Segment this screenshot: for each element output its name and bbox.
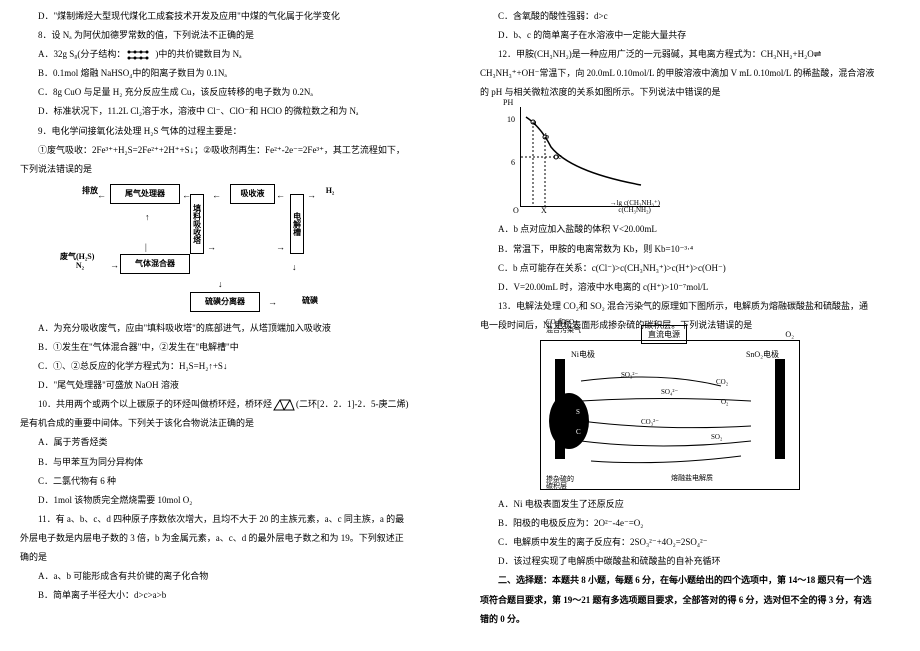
q10: 10．共用两个或两个以上碳原子的环烃叫做桥环烃，桥环烃(二环[2．2．1]-2．… <box>20 396 440 413</box>
q11: 11．有 a、b、c、d 四种原子序数依次增大，且均不大于 20 的主族元素，a… <box>20 511 440 528</box>
option-d: D．"煤制烯烃大型现代煤化工成套技术开发及应用"中煤的气化属于化学变化 <box>20 8 440 25</box>
q8-d: D．标准状况下，11.2L Cl₂溶于水，溶液中 Cl⁻、ClO⁻和 HClO … <box>20 103 440 120</box>
section2-h3: 错的 0 分。 <box>480 611 900 628</box>
q11-b: B．简单离子半径大小：d>c>a>b <box>20 587 440 604</box>
s8-icon <box>125 49 155 61</box>
q13-b: B．阳极的电极反应为：2O²⁻-4e⁻=O₂ <box>480 515 900 532</box>
q9-text: 下列说法错误的是 <box>20 161 440 178</box>
q13-c: C．电解质中发生的离子反应有：2SO₃²⁻+4O₂=2SO₄²⁻ <box>480 534 900 551</box>
q13-a: A．Ni 电极表面发生了还原反应 <box>480 496 900 513</box>
cell-svg <box>541 341 801 491</box>
q11-d: D．b、c 的简单离子在水溶液中一定能大量共存 <box>480 27 900 44</box>
q10-a: A．属于芳香烃类 <box>20 434 440 451</box>
ph-graph: PH 10 6 a b c O X →lg c(CH₃NH₃⁺) c(CH₃NH… <box>520 107 650 207</box>
q8-c: C．8g CuO 与足量 H₂ 充分反应生成 Cu，该反应转移的电子数为 0.2… <box>20 84 440 101</box>
q8-b: B．0.1mol 熔融 NaHSO₄中的阳离子数目为 0.1Nₐ <box>20 65 440 82</box>
cell-diagram: CO₂和SO₂混合污染气 直流电源 O₂ Ni电极 SnO₂电极 SO₃²⁻ S… <box>540 340 800 490</box>
q12-c: C．b 点可能存在关系：c(Cl⁻)>c(CH₃NH₃⁺)>c(H⁺)>c(OH… <box>480 260 900 277</box>
section2-h2: 项符合题目要求，第 19～21 题有多选项题目要求，全部答对的得 6 分，选对但… <box>480 592 900 609</box>
section2-h1: 二、选择题：本题共 8 小题，每题 6 分，在每小题给出的四个选项中，第 14～… <box>480 572 900 589</box>
q12-b: B．常温下，甲胺的电离常数为 Kb，则 Kb=10⁻³·⁴ <box>480 241 900 258</box>
q8: 8．设 Nₐ 为阿伏加德罗常数的值，下列说法不正确的是 <box>20 27 440 44</box>
right-column: C．含氧酸的酸性强弱：d>c D．b、c 的简单离子在水溶液中一定能大量共存 1… <box>460 0 920 651</box>
q10-text: 是有机合成的重要中间体。下列关于该化合物说法正确的是 <box>20 415 440 432</box>
q13: 13．电解法处理 CO₂和 SO₂ 混合污染气的原理如下图所示，电解质为熔融碳酸… <box>480 298 900 315</box>
q9-b: B．①发生在"气体混合器"中，②发生在"电解槽"中 <box>20 339 440 356</box>
q10-b: B．与甲苯互为同分异构体 <box>20 454 440 471</box>
curve-icon <box>521 107 651 207</box>
q9-eq: ①废气吸收：2Fe³⁺+H₂S=2Fe²⁺+2H⁺+S↓；②吸收剂再生：Fe²⁺… <box>20 142 440 159</box>
q9-c: C．①、②总反应的化学方程式为：H₂S=H₂↑+S↓ <box>20 358 440 375</box>
q12: 12．甲胺(CH₃NH₂)是一种应用广泛的一元弱碱，其电离方程式为：CH₃NH₂… <box>480 46 900 63</box>
q11-c: C．含氧酸的酸性强弱：d>c <box>480 8 900 25</box>
q9-a: A．为充分吸收废气，应由"填料吸收塔"的底部进气，从塔顶端加入吸收液 <box>20 320 440 337</box>
exam-page: D．"煤制烯烃大型现代煤化工成套技术开发及应用"中煤的气化属于化学变化 8．设 … <box>0 0 920 651</box>
q13-l2: 电一段时间后，Ni 电极表面形成掺杂硫的碳积层。下列说法错误的是 <box>480 317 900 334</box>
bridge-icon <box>272 398 296 412</box>
q8-a: A．32g S₈(分子结构：)中的共价键数目为 Nₐ <box>20 46 440 63</box>
q13-d: D．该过程实现了电解质中碳酸盐和硫酸盐的自补充循环 <box>480 553 900 570</box>
q12-a: A．b 点对应加入盐酸的体积 V<20.00mL <box>480 221 900 238</box>
left-column: D．"煤制烯烃大型现代煤化工成套技术开发及应用"中煤的气化属于化学变化 8．设 … <box>0 0 460 651</box>
q10-d: D．1mol 该物质完全燃烧需要 10mol O₂ <box>20 492 440 509</box>
q12-l2: CH₃NH₃⁺+OH⁻常温下，向 20.0mL 0.10mol/L 的甲胺溶液中… <box>480 65 900 82</box>
flow-diagram: 排放 尾气处理器 吸收液 H₂ 填料吸收塔 电解槽 废气(H₂S)N₂ 气体混合… <box>60 184 340 314</box>
q12-d: D．V=20.00mL 时，溶液中水电离的 c(H⁺)>10⁻⁷mol/L <box>480 279 900 296</box>
q9: 9．电化学间接氧化法处理 H₂S 气体的过程主要是： <box>20 123 440 140</box>
q12-l3: 的 pH 与相关微粒浓度的关系如图所示。下列说法中错误的是 <box>480 84 900 101</box>
q11-l3: 确的是 <box>20 549 440 566</box>
q9-d: D．"尾气处理器"可盛放 NaOH 溶液 <box>20 377 440 394</box>
q10-c: C．二氯代物有 6 种 <box>20 473 440 490</box>
q11-l2: 外层电子数是内层电子数的 3 倍，b 为金属元素，a、c、d 的最外层电子数之和… <box>20 530 440 547</box>
q11-a: A．a、b 可能形成含有共价键的离子化合物 <box>20 568 440 585</box>
